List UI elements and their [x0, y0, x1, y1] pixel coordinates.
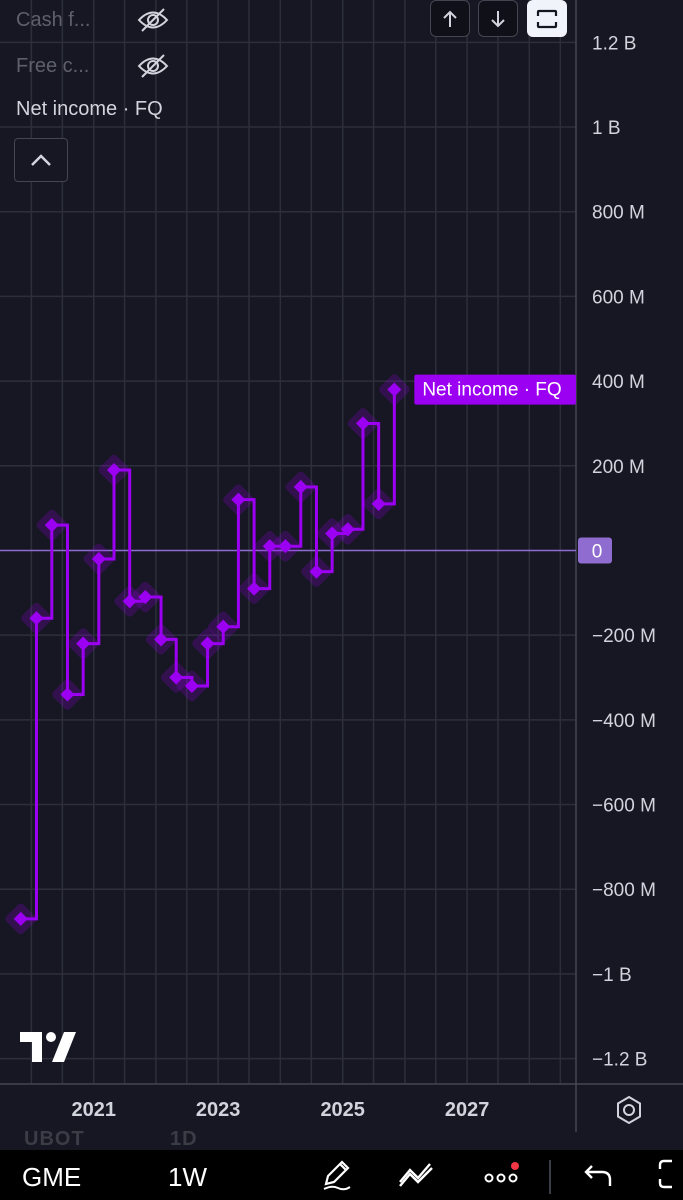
gear-icon[interactable]: [613, 1094, 645, 1126]
data-point: [387, 382, 402, 397]
data-point: [122, 594, 137, 609]
data-point: [13, 911, 28, 926]
data-point: [325, 526, 340, 541]
data-point: [169, 670, 184, 685]
tradingview-logo: [20, 1032, 76, 1062]
symbol-button[interactable]: GME: [22, 1162, 82, 1192]
interval-button[interactable]: 1W: [168, 1162, 207, 1192]
drawing-tools-icon[interactable]: [396, 1154, 436, 1194]
data-point: [138, 589, 153, 605]
legend-row-free-cash-flow[interactable]: Free c...: [16, 52, 170, 80]
scroll-up-button[interactable]: [430, 0, 470, 37]
data-point: [340, 522, 355, 537]
fullscreen-button[interactable]: [527, 0, 567, 37]
last-value-label-box: [414, 374, 576, 405]
y-tick-label: −1 B: [592, 965, 632, 986]
data-point: [29, 611, 44, 626]
data-point: [76, 636, 91, 651]
eye-off-icon[interactable]: [136, 52, 170, 80]
net-income-series: [0, 374, 576, 935]
data-point: [44, 517, 59, 533]
data-point: [106, 462, 122, 478]
y-tick-label: 200 M: [592, 457, 645, 478]
y-tick-label: 600 M: [592, 287, 645, 308]
zero-label-box: [578, 537, 612, 564]
fullscreen-icon: [536, 9, 558, 28]
y-tick-label: −600 M: [592, 796, 656, 817]
legend-label: Free c...: [16, 54, 90, 77]
data-point: [91, 551, 106, 567]
x-axis: 2021 2023 2025 2027: [71, 1099, 489, 1121]
chart[interactable]: 1.2 B 1 B 800 M 600 M 400 M 200 M −200 M −400 M…: [0, 0, 683, 1132]
previous-interval: 1D: [170, 1128, 198, 1150]
undo-icon[interactable]: [578, 1154, 618, 1194]
data-point: [60, 687, 75, 702]
y-tick-label: 1.2 B: [592, 33, 636, 54]
x-tick-label: 2025: [320, 1099, 365, 1121]
pencil-icon[interactable]: [316, 1154, 356, 1194]
y-tick-label: −200 M: [592, 626, 656, 647]
legend-row-net-income[interactable]: Net income · FQ: [16, 98, 163, 121]
data-point: [247, 581, 262, 596]
zero-label: 0: [592, 541, 603, 562]
arrow-up-icon: [443, 10, 457, 27]
y-tick-label: 400 M: [592, 372, 645, 393]
y-axis: 1.2 B 1 B 800 M 600 M 400 M 200 M −200 M −400 M…: [414, 33, 656, 1071]
data-point: [309, 564, 324, 579]
more-icon[interactable]: [481, 1154, 521, 1194]
y-tick-label: 1 B: [592, 118, 621, 139]
collapse-legend-button[interactable]: [14, 138, 68, 182]
arrow-down-icon: [491, 10, 505, 27]
legend-label: Net income · FQ: [16, 98, 163, 120]
legend-label: Cash f...: [16, 8, 91, 31]
y-tick-label: −800 M: [592, 880, 656, 901]
y-tick-label: 800 M: [592, 203, 645, 224]
data-point: [293, 479, 308, 495]
data-point: [153, 632, 169, 647]
eye-off-icon[interactable]: [136, 6, 170, 34]
data-point: [278, 539, 293, 554]
chevron-up-icon: [31, 154, 51, 166]
data-point: [231, 492, 246, 507]
y-tick-label: −1.2 B: [592, 1050, 647, 1071]
data-point: [216, 619, 231, 634]
data-point: [200, 636, 215, 651]
x-tick-label: 2023: [196, 1099, 241, 1121]
data-point: [355, 416, 371, 431]
x-tick-label: 2027: [445, 1099, 490, 1121]
data-point: [371, 496, 386, 511]
legend-row-cash-flow[interactable]: Cash f...: [16, 6, 170, 34]
scroll-down-button[interactable]: [478, 0, 518, 37]
fullscreen-toggle-icon[interactable]: [654, 1154, 683, 1194]
last-value-label: Net income · FQ: [422, 380, 561, 401]
x-tick-label: 2021: [71, 1099, 116, 1121]
grid: [0, 0, 683, 1132]
data-point: [184, 678, 199, 694]
toolbar-divider: [549, 1160, 551, 1194]
y-tick-label: −400 M: [592, 711, 656, 732]
data-point: [262, 539, 277, 554]
previous-symbol: UBOT: [24, 1128, 85, 1150]
